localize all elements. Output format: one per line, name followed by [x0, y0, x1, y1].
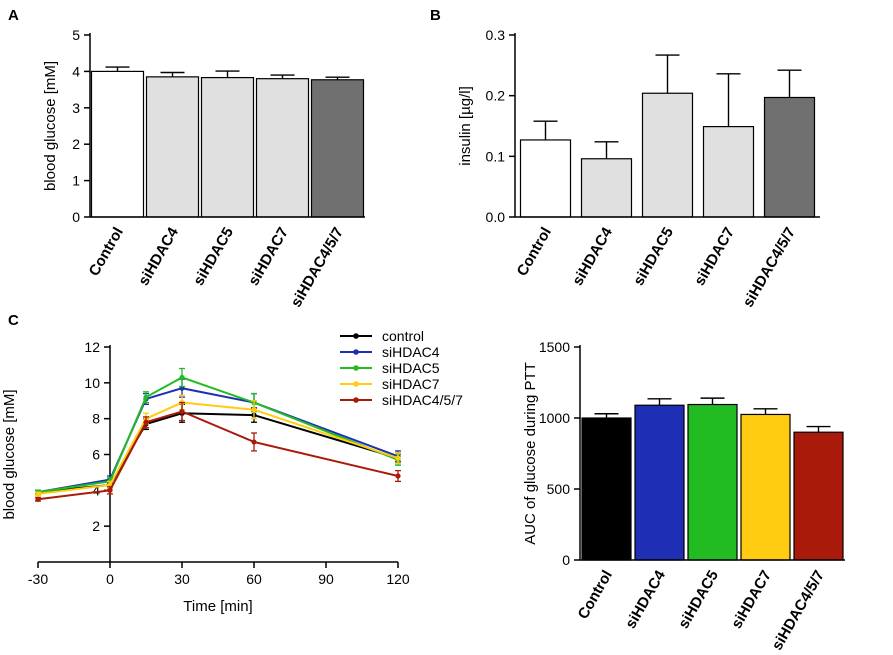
category-label-0: Control [514, 225, 555, 280]
y-tick-label-0: 0.0 [486, 209, 506, 225]
category-label-1: siHDAC4 [135, 224, 182, 289]
y-tick-label-5: 5 [72, 27, 80, 43]
y-tick-label-1: 1 [72, 173, 80, 189]
series-4-point-2 [143, 419, 149, 425]
y-tick-label-0: 0 [72, 209, 80, 225]
y-tick-label-4: 10 [84, 375, 100, 391]
category-label-3: siHDAC7 [691, 225, 738, 289]
y-tick-label-1: 4 [92, 482, 100, 498]
bar-0 [90, 70, 145, 218]
bar-3 [255, 78, 310, 218]
bar-4 [793, 431, 844, 561]
y-tick-label-2: 6 [92, 447, 100, 463]
bar-3 [702, 126, 755, 218]
category-label-1: siHDAC4 [569, 224, 616, 289]
category-label-4: siHDAC4/5/7 [769, 568, 828, 654]
y-tick-label-0: 0 [562, 552, 570, 568]
y-tick-label-2: 2 [72, 136, 80, 152]
y-axis-title: blood glucose [mM] [1, 389, 18, 519]
y-tick-label-3: 8 [92, 411, 100, 427]
category-label-2: siHDAC5 [190, 225, 237, 289]
category-label-4: siHDAC4/5/7 [740, 225, 799, 311]
panel-label-a: A [8, 7, 19, 24]
series-3-point-4 [251, 407, 257, 413]
x-tick-label-5: 120 [386, 571, 410, 587]
y-tick-label-3: 3 [72, 100, 80, 116]
bar-3 [740, 413, 791, 561]
legend-label-3: siHDAC7 [382, 376, 440, 392]
series-3-point-0 [35, 491, 41, 497]
panel-label-b: B [430, 7, 441, 24]
chart-b-insulin: Control siHDAC4 siHDAC5 siHDAC7 siHDAC4/5/7 0… [457, 27, 820, 310]
x-axis-title: Time [min] [183, 598, 252, 615]
y-tick-label-5: 12 [84, 339, 100, 355]
category-label-4: siHDAC4/5/7 [288, 225, 347, 311]
legend-marker-3 [353, 381, 359, 387]
series-4-point-5 [395, 473, 401, 479]
y-tick-label-2: 1000 [539, 410, 570, 426]
legend-marker-1 [353, 349, 359, 355]
legend-marker-0 [353, 333, 359, 339]
y-tick-label-1: 0.1 [486, 148, 506, 164]
x-tick-label-3: 60 [246, 571, 262, 587]
legend-marker-4 [353, 397, 359, 403]
bar-4 [310, 79, 365, 218]
bar-1 [145, 76, 200, 218]
category-label-3: siHDAC7 [245, 225, 292, 289]
bar-1 [634, 404, 685, 561]
series-2-point-3 [179, 374, 185, 381]
series-line-3 [37, 401, 399, 495]
y-axis-title: AUC of glucose during PTT [522, 362, 539, 545]
bar-2 [687, 403, 738, 561]
category-label-1: siHDAC4 [622, 567, 669, 632]
category-label-0: Control [575, 568, 616, 623]
x-tick-label-4: 90 [318, 571, 334, 587]
y-tick-label-0: 2 [92, 518, 100, 534]
category-label-2: siHDAC5 [630, 225, 677, 289]
x-tick-label-2: 30 [174, 571, 190, 587]
category-label-0: Control [86, 225, 127, 280]
y-tick-label-4: 4 [72, 63, 80, 79]
legend-label-4: siHDAC4/5/7 [382, 392, 463, 408]
bar-1 [580, 158, 633, 218]
bar-4 [763, 96, 816, 218]
series-4-point-1 [107, 487, 113, 493]
x-tick-label-1: 0 [106, 571, 114, 587]
legend-label-0: control [382, 328, 424, 344]
legend-marker-2 [353, 365, 359, 371]
legend-label-1: siHDAC4 [382, 344, 440, 360]
series-line-2 [37, 376, 399, 494]
series-4-point-4 [251, 439, 257, 445]
y-axis-title: blood glucose [mM] [42, 61, 59, 191]
category-label-3: siHDAC7 [728, 568, 775, 632]
series-4-point-3 [179, 408, 185, 415]
y-tick-label-3: 1500 [539, 339, 570, 355]
category-label-2: siHDAC5 [675, 568, 722, 632]
y-axis-title: insulin [µg/l] [457, 86, 474, 166]
panel-label-c: C [8, 312, 19, 329]
bar-2 [200, 76, 255, 218]
bar-0 [581, 417, 632, 561]
series-4-point-0 [35, 496, 41, 502]
series-3-point-5 [395, 455, 401, 461]
legend-label-2: siHDAC5 [382, 360, 440, 376]
y-tick-label-2: 0.2 [486, 88, 506, 104]
y-tick-label-3: 0.3 [486, 27, 506, 43]
y-tick-label-1: 500 [547, 481, 571, 497]
series-line-4 [37, 410, 399, 501]
bar-2 [641, 92, 694, 218]
series-2-point-2 [143, 394, 149, 400]
x-tick-label-0: -30 [28, 571, 48, 587]
bar-0 [519, 139, 572, 218]
